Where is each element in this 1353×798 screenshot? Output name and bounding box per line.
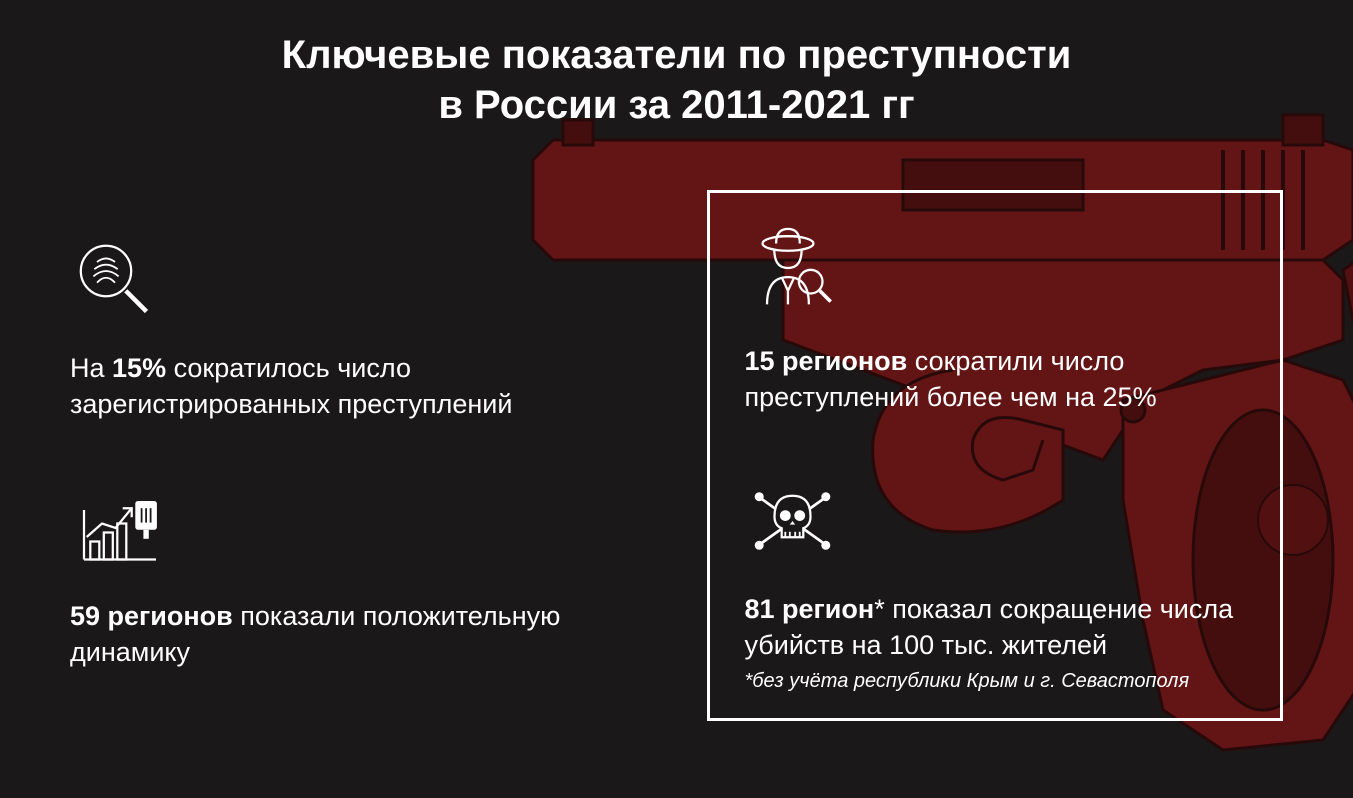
- main-title: Ключевые показатели по преступности в Ро…: [70, 30, 1283, 130]
- left-column: На 15% сократилось число зарегистрирован…: [70, 210, 647, 721]
- growth-chart-icon: [70, 478, 647, 573]
- skull-bones-icon: [745, 471, 1246, 566]
- magnifier-fingerprint-icon: [70, 230, 647, 325]
- stat-text: На 15% сократилось число зарегистрирован…: [70, 350, 647, 423]
- right-column-boxed: 15 регионов сократили число преступлений…: [707, 190, 1284, 721]
- stat-text: 15 регионов сократили число преступлений…: [745, 343, 1246, 416]
- stat-block-murder-reduction: 81 регион* показал сокращение числа убий…: [745, 471, 1246, 693]
- stat-block-25pct-regions: 15 регионов сократили число преступлений…: [745, 223, 1246, 416]
- footnote-text: *без учёта республики Крым и г. Севастоп…: [745, 670, 1246, 693]
- stat-text: 59 регионов показали положительную динам…: [70, 598, 647, 671]
- stat-block-positive-regions: 59 регионов показали положительную динам…: [70, 478, 647, 671]
- stats-grid: На 15% сократилось число зарегистрирован…: [70, 210, 1283, 721]
- title-line-1: Ключевые показатели по преступности: [282, 33, 1072, 77]
- detective-icon: [745, 223, 1246, 318]
- infographic-content: Ключевые показатели по преступности в Ро…: [0, 0, 1353, 751]
- title-line-2: в России за 2011-2021 гг: [438, 83, 914, 127]
- stat-text: 81 регион* показал сокращение числа убий…: [745, 591, 1246, 664]
- stat-block-crimes-reduced: На 15% сократилось число зарегистрирован…: [70, 230, 647, 423]
